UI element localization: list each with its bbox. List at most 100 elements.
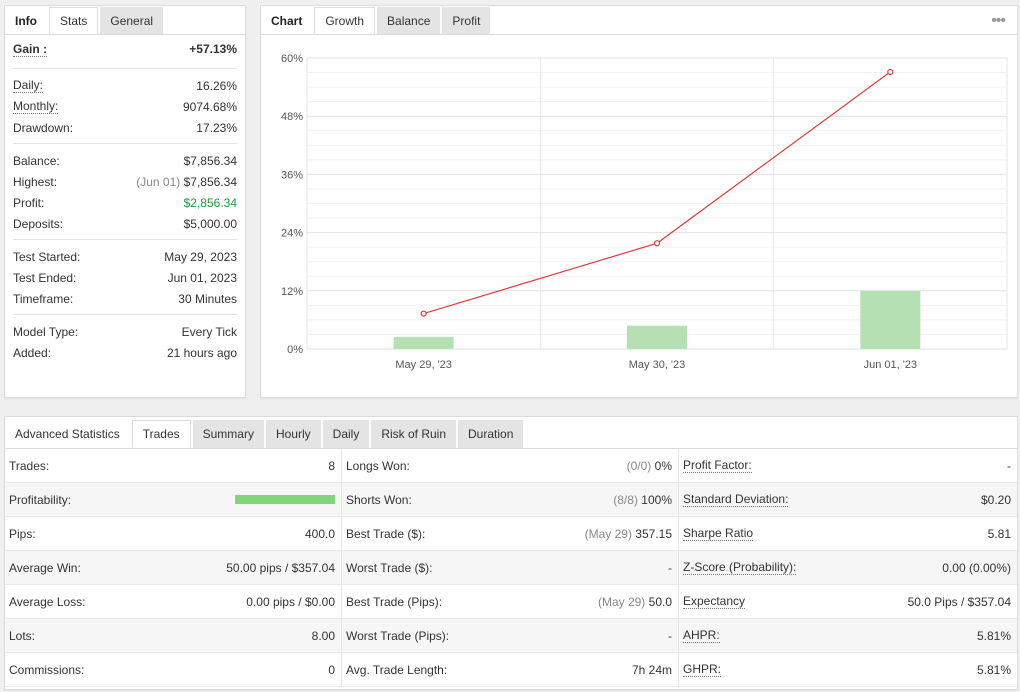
stat-label: Worst Trade ($):: [346, 560, 433, 575]
stat-label: Best Trade (Pips):: [346, 594, 443, 609]
tab-advanced-statistics[interactable]: Advanced Statistics: [5, 420, 130, 448]
stat-value: 7h 24m: [631, 662, 672, 677]
stat-label: Lots:: [9, 628, 36, 643]
stat-value-wrap: 5.81%: [977, 663, 1011, 677]
stat-label: Profitability:: [9, 492, 72, 507]
line-point[interactable]: [887, 68, 894, 76]
tab-profit[interactable]: Profit: [442, 7, 491, 34]
stat-value-wrap: 0.00 (0.00%): [942, 561, 1011, 575]
divider: [13, 239, 237, 240]
growth-chart: 0% 12% 24% 36% 48% 60% May 29, '23 May 30, '23 J…: [281, 53, 1008, 371]
stat-label: Highest:: [13, 174, 58, 189]
stat-cell: Longs Won: (0/0) 0%: [342, 449, 678, 483]
tab-risk-of-ruin[interactable]: Risk of Ruin: [371, 420, 457, 448]
stat-label[interactable]: Z-Score (Probability):: [683, 560, 797, 575]
stat-cell: GHPR: 5.81%: [679, 653, 1017, 687]
stat-label: Avg. Trade Length:: [346, 662, 448, 677]
stat-label: Shorts Won:: [346, 492, 412, 507]
stat-value: 50.0 Pips / $357.04: [907, 594, 1011, 609]
stat-value: 8: [328, 458, 335, 473]
y-tick-label: 24%: [281, 228, 303, 240]
stat-value-wrap: 50.00 pips / $357.04: [226, 561, 335, 575]
info-tabs: Info Stats General: [5, 6, 245, 35]
divider: [13, 143, 237, 144]
line-point[interactable]: [420, 310, 427, 317]
stat-row: Deposits: $5,000.00: [13, 213, 237, 234]
stats-body: Gain : +57.13% Daily: 16.26% Monthly: 9074.…: [5, 35, 245, 363]
tab-info[interactable]: Info: [5, 7, 47, 34]
stat-label: Commissions:: [9, 662, 85, 677]
stat-label[interactable]: Monthly:: [13, 99, 59, 114]
ellipsis-icon[interactable]: •••: [991, 12, 1006, 29]
stat-cell: Standard Deviation: $0.20: [679, 483, 1017, 517]
stat-prefix: (May 29): [584, 526, 632, 541]
stat-label: Drawdown:: [13, 120, 74, 135]
stat-value-wrap: (May 29) 50.0: [598, 595, 672, 609]
stat-value-wrap: $5,000.00: [184, 217, 237, 231]
tab-trades[interactable]: Trades: [131, 420, 191, 448]
tab-balance[interactable]: Balance: [377, 7, 441, 34]
stat-label[interactable]: Profit Factor:: [683, 458, 752, 473]
line-point[interactable]: [653, 240, 661, 247]
stat-cell: Worst Trade (Pips): -: [342, 619, 678, 653]
stats-column: Profit Factor: - Standard Deviation: $0.20 S…: [679, 449, 1017, 687]
bar: [627, 325, 687, 349]
stat-prefix: (May 29): [597, 594, 646, 609]
stat-value-wrap: (May 29) 357.15: [585, 527, 672, 541]
stat-value-wrap: [235, 495, 335, 504]
stat-value: 8.00: [311, 628, 335, 643]
gain-label[interactable]: Gain :: [13, 41, 48, 57]
stat-value: 0: [328, 662, 335, 677]
stat-value-wrap: $7,856.34: [184, 154, 237, 168]
stat-value: 0%: [654, 458, 672, 473]
stat-label: Average Loss:: [9, 594, 86, 609]
stat-prefix: (0/0): [626, 458, 652, 473]
stat-cell: Profitability:: [5, 483, 341, 517]
y-tick-label: 36%: [281, 169, 303, 181]
stat-value-wrap: -: [668, 561, 672, 575]
profitability-bar: [235, 495, 335, 504]
stat-cell: AHPR: 5.81%: [679, 619, 1017, 653]
stat-value-wrap: 0.00 pips / $0.00: [246, 595, 335, 609]
stat-label[interactable]: GHPR:: [683, 662, 722, 677]
tab-growth[interactable]: Growth: [314, 7, 376, 34]
stat-label[interactable]: Sharpe Ratio: [683, 526, 754, 541]
stat-row: Timeframe: 30 Minutes: [13, 288, 237, 309]
y-tick-label: 60%: [281, 53, 303, 65]
tab-summary[interactable]: Summary: [192, 420, 264, 448]
stat-value-wrap: -: [1007, 459, 1011, 473]
stat-cell: Best Trade (Pips): (May 29) 50.0: [342, 585, 678, 619]
bar: [860, 290, 921, 349]
stat-label[interactable]: Standard Deviation:: [683, 492, 789, 507]
stat-label: Worst Trade (Pips):: [346, 628, 450, 643]
stat-value: 357.15: [635, 526, 672, 541]
stat-cell: Pips: 400.0: [5, 517, 341, 551]
stat-cell: Expectancy 50.0 Pips / $357.04: [679, 585, 1017, 619]
tab-chart[interactable]: Chart: [261, 7, 313, 34]
chart-tabs: Chart Growth Balance Profit: [261, 6, 1017, 35]
stat-date-prefix: (Jun 01): [136, 174, 181, 189]
tab-hourly[interactable]: Hourly: [265, 420, 321, 448]
tab-stats[interactable]: Stats: [49, 7, 99, 34]
stat-label[interactable]: Expectancy: [683, 594, 746, 609]
chart-panel: Chart Growth Balance Profit ••• 0% 12% 24%…: [260, 5, 1018, 398]
x-tick-label: May 30, '23: [629, 359, 686, 371]
stat-value: 21 hours ago: [166, 345, 237, 360]
tab-duration[interactable]: Duration: [458, 420, 524, 448]
stat-label[interactable]: Daily:: [13, 78, 44, 93]
stat-label[interactable]: AHPR:: [683, 628, 720, 643]
stat-value-wrap: 0: [328, 663, 335, 677]
stat-row: Model Type: Every Tick: [13, 321, 237, 342]
gain-value: +57.13%: [189, 42, 237, 56]
stat-label: Timeframe:: [13, 291, 74, 306]
stat-value: 0.00 (0.00%): [942, 560, 1011, 575]
stat-value-wrap: (Jun 01) $7,856.34: [136, 175, 237, 189]
x-tick-label: Jun 01, '23: [864, 359, 917, 371]
stat-row: Daily: 16.26%: [13, 75, 237, 96]
tab-general[interactable]: General: [100, 7, 164, 34]
divider: [13, 68, 237, 69]
stat-label: Test Started:: [13, 249, 81, 264]
tab-daily[interactable]: Daily: [322, 420, 370, 448]
gain-row: Gain : +57.13%: [13, 35, 237, 63]
stat-row: Monthly: 9074.68%: [13, 96, 237, 117]
